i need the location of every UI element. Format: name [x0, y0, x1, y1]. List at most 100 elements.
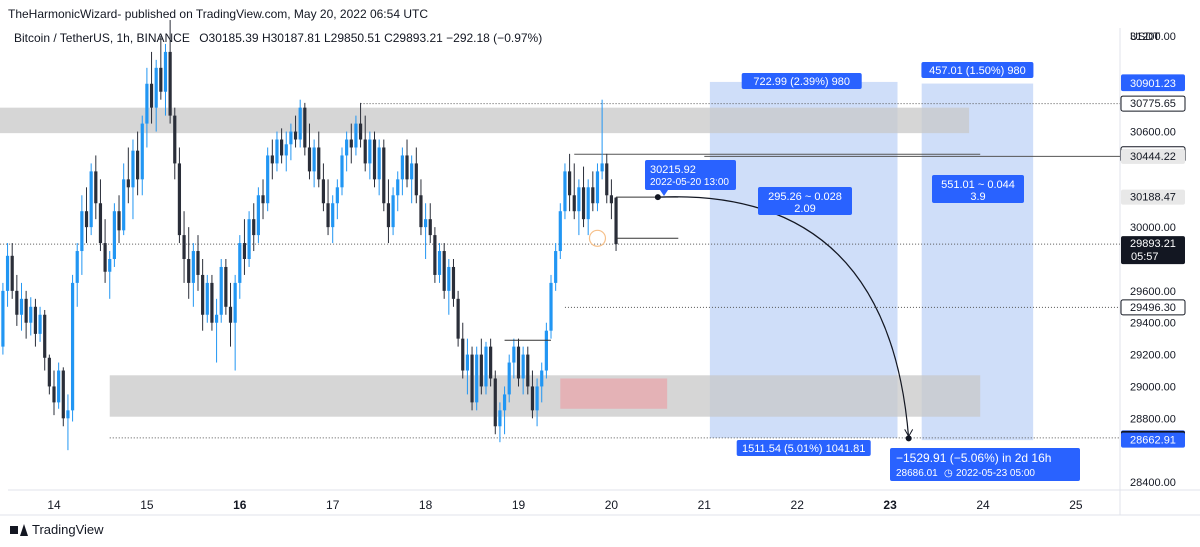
candle	[372, 139, 377, 180]
candle	[405, 155, 409, 180]
open-value: O30185.39	[199, 31, 259, 45]
candle	[424, 219, 428, 228]
candle	[419, 195, 423, 228]
candle	[80, 211, 84, 252]
projection-box-1-bottom-label: 1511.54 (5.01%) 1041.81	[742, 443, 865, 455]
candle	[516, 346, 521, 379]
target-callout-bg	[890, 448, 1080, 481]
candle	[512, 346, 516, 363]
y-tick-label: 29000.00	[1130, 381, 1176, 393]
candle	[210, 282, 214, 323]
projection-box-2-top-label: 457.01 (1.50%) 980	[929, 65, 1026, 77]
candle	[112, 211, 116, 259]
candle	[33, 306, 38, 334]
candle	[461, 338, 465, 371]
close-value: C29893.21	[384, 31, 443, 45]
candle	[275, 139, 279, 164]
candle	[149, 83, 154, 108]
candle	[433, 235, 437, 275]
candle	[317, 147, 321, 180]
candle	[261, 195, 265, 204]
candle	[549, 282, 553, 331]
x-tick-label: 23	[883, 498, 897, 512]
ratio-callout-bg	[758, 187, 852, 215]
x-tick-label: 22	[791, 498, 805, 512]
candle	[349, 139, 353, 148]
candle	[312, 147, 316, 172]
projection-box-1-top-label: 722.99 (2.39%) 980	[753, 76, 850, 88]
candle	[182, 235, 186, 259]
candle	[224, 266, 228, 307]
candle	[414, 163, 418, 196]
candle	[358, 123, 363, 140]
footer-brand: TradingView	[32, 522, 104, 537]
y-tick-label: 29600.00	[1130, 286, 1176, 298]
ratio-callout-line1: 295.26 ~ 0.028	[768, 191, 842, 203]
symbol-label[interactable]: Bitcoin / TetherUS, 1h, BINANCE	[14, 31, 190, 45]
y-tick-label: 30600.00	[1130, 127, 1176, 139]
candle	[140, 123, 144, 180]
candle	[266, 155, 270, 204]
candle	[103, 243, 107, 272]
candle	[10, 255, 14, 291]
ratio-callout-2-bg	[932, 175, 1024, 203]
candle	[377, 147, 381, 180]
candle	[293, 131, 298, 140]
x-tick-label: 21	[698, 498, 712, 512]
candle	[521, 354, 525, 379]
forecast-start-dot	[654, 194, 661, 201]
pink-zone	[560, 378, 668, 409]
candle	[577, 187, 581, 212]
price-axis-label-bg	[1121, 76, 1185, 92]
candle	[498, 410, 502, 427]
price-callout-bg	[645, 160, 736, 190]
candle	[1, 290, 5, 347]
target-callout-line1: −1529.91 (−5.06%) in 2d 16h	[896, 451, 1051, 465]
candle	[98, 203, 103, 244]
target-callout-line3: 2022-05-23 05:00	[956, 468, 1035, 479]
candle	[108, 259, 112, 272]
price-axis-countdown: 05:57	[1131, 251, 1159, 263]
y-tick-label: 29400.00	[1130, 318, 1176, 330]
candle	[145, 83, 149, 124]
candle	[530, 386, 535, 411]
candle	[465, 354, 470, 371]
candle	[544, 330, 548, 371]
candle	[238, 243, 242, 283]
candle	[303, 107, 307, 148]
candle	[228, 306, 233, 323]
supply-zone	[0, 107, 970, 134]
candle	[163, 51, 168, 92]
candle	[437, 251, 442, 275]
candle	[475, 354, 479, 403]
candle	[479, 354, 483, 387]
candle	[484, 346, 488, 387]
candle	[136, 150, 140, 180]
candle	[84, 211, 89, 228]
candle	[284, 144, 288, 156]
candle	[75, 251, 79, 283]
y-tick-label: 28800.00	[1130, 413, 1176, 425]
candle	[340, 155, 344, 188]
candle	[122, 179, 126, 231]
candle	[489, 346, 493, 379]
candle	[29, 306, 33, 323]
candle	[354, 123, 358, 148]
candle	[70, 282, 75, 411]
candle	[38, 314, 42, 334]
candle	[442, 251, 446, 291]
price-axis-label: 30901.23	[1130, 78, 1176, 90]
candle	[600, 163, 604, 172]
candle	[57, 370, 61, 403]
candle	[502, 394, 507, 411]
candle	[591, 187, 595, 204]
candle	[173, 115, 177, 164]
price-axis-label: 29496.30	[1130, 302, 1176, 314]
price-axis-label-bg	[1121, 148, 1185, 164]
candle	[396, 179, 400, 196]
tradingview-footer: TradingView	[10, 522, 104, 537]
x-tick-label: 20	[605, 498, 619, 512]
candle	[447, 266, 451, 291]
candle	[493, 378, 497, 427]
